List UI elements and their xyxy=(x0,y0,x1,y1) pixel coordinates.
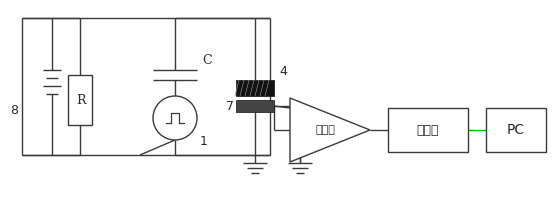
Text: 示波器: 示波器 xyxy=(417,124,439,137)
Polygon shape xyxy=(290,98,370,162)
Text: 4: 4 xyxy=(279,65,287,78)
Text: 7: 7 xyxy=(226,99,234,113)
Text: 8: 8 xyxy=(10,103,18,117)
Circle shape xyxy=(153,96,197,140)
Text: PC: PC xyxy=(507,123,525,137)
Text: C: C xyxy=(202,54,211,67)
Bar xyxy=(236,100,274,112)
Bar xyxy=(388,108,468,152)
Text: 1: 1 xyxy=(200,135,208,148)
Text: R: R xyxy=(76,93,86,106)
Text: 放大器: 放大器 xyxy=(315,125,335,135)
Bar xyxy=(236,80,274,96)
Bar xyxy=(68,75,92,125)
Bar xyxy=(486,108,546,152)
